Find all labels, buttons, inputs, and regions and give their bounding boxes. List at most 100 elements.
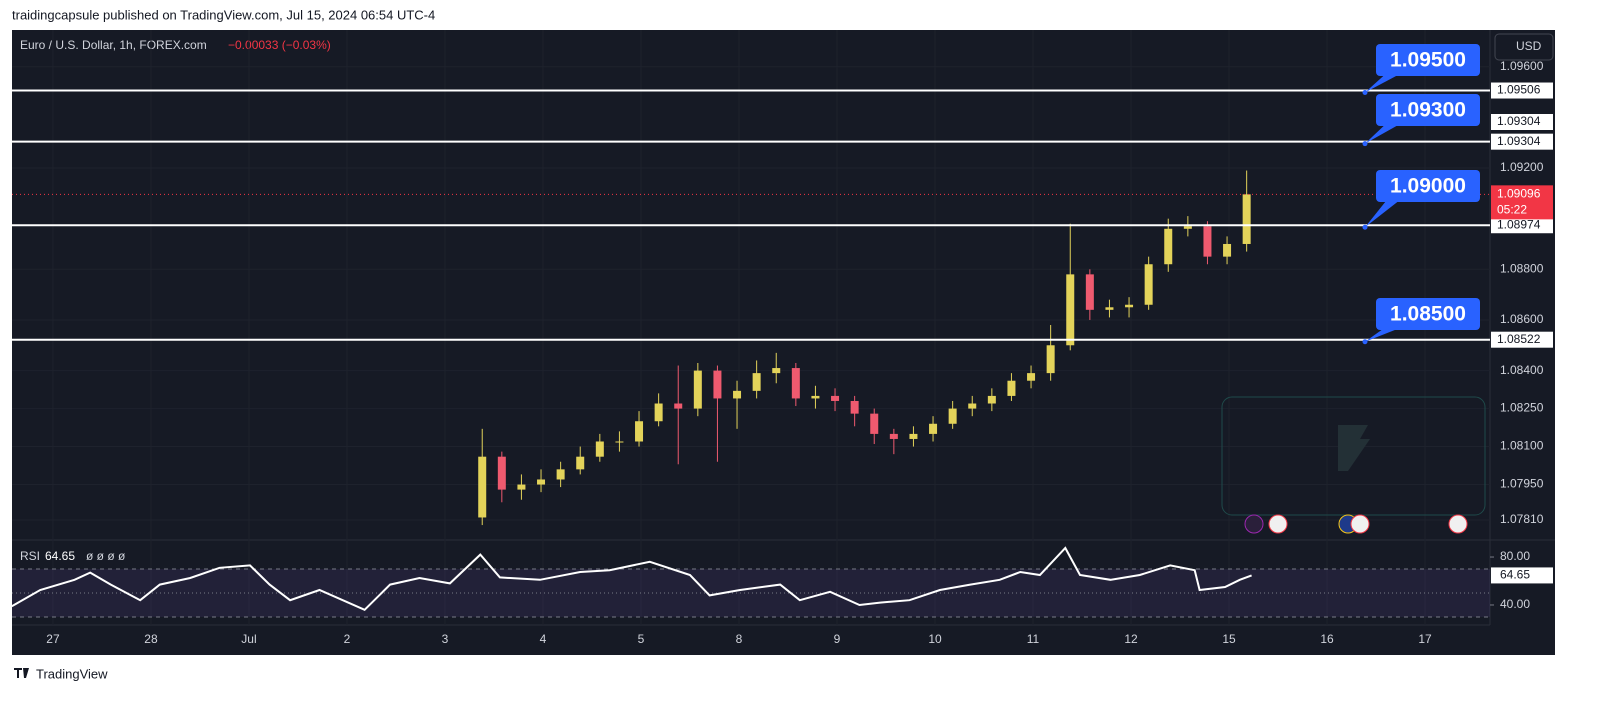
rsi-value-box [1491,567,1553,584]
candle-body [1027,373,1036,381]
candle-body [968,403,977,409]
rsi-tick-label: 40.00 [1500,597,1530,611]
candle-body [713,370,722,399]
event-icon[interactable] [1244,514,1264,534]
callout-box [1376,298,1480,330]
event-icon[interactable] [1448,514,1468,534]
y-tick-label: 1.07950 [1500,477,1544,491]
x-tick-label: 9 [834,632,841,646]
candle-body [1164,228,1173,265]
level-label: 1.09304 [1497,114,1541,128]
candle-body [595,441,604,457]
candle-body [537,479,546,485]
symbol-title: Euro / U.S. Dollar, 1h, FOREX.com [20,38,207,52]
rsi-band [12,569,1490,617]
candle-body [615,441,624,443]
x-tick-label: 8 [736,632,743,646]
watermark-logo [1338,425,1370,471]
candle-body [733,390,742,399]
candle-body [831,395,840,401]
level-label: 1.09506 [1497,83,1541,97]
rsi-tick-label: 80.00 [1500,549,1530,563]
candle-body [497,456,506,490]
y-tick-label: 1.08250 [1500,401,1544,415]
callout-box [1376,44,1480,76]
candle-body [1242,194,1251,244]
y-tick-label: 1.08400 [1500,363,1544,377]
y-tick-label: 1.08100 [1500,439,1544,453]
x-tick-label: 16 [1320,632,1334,646]
level-label-box [1491,82,1553,99]
currency-button[interactable] [1494,33,1554,61]
candle-body [929,423,938,434]
candle-body [1125,304,1134,308]
level-label-box [1491,217,1553,234]
rsi-last-value: 64.65 [1500,568,1530,582]
callout-box [1376,94,1480,126]
candle-body [752,373,761,391]
level-label: 1.08522 [1497,332,1541,346]
x-tick-label: 28 [144,632,158,646]
publish-line: traidingcapsule published on TradingView… [12,7,435,22]
callout-label: 1.09000 [1390,175,1466,198]
countdown: 05:22 [1497,203,1527,217]
callout-label: 1.09300 [1390,99,1466,122]
candle-body [1183,226,1192,229]
y-tick-label: 1.08600 [1500,312,1544,326]
level-label-box [1491,114,1553,130]
callout-box [1376,170,1480,202]
callout-dot [1362,224,1368,230]
event-icon[interactable] [1350,514,1370,534]
x-tick-label: 5 [638,632,645,646]
candle-body [1085,274,1094,310]
candle-body [1066,274,1075,346]
rsi-name: RSI [20,549,40,563]
callout-dot [1362,141,1368,147]
callout-pointer [1365,196,1400,228]
event-icon[interactable] [1268,514,1288,534]
candle-body [909,433,918,439]
candle-body [1144,264,1153,305]
candle-body [674,403,683,409]
level-label-box [1491,331,1553,348]
plot-layer [12,30,1490,625]
rsi-line [11,546,1252,611]
candle-body [1046,345,1055,374]
x-tick-label: 11 [1027,632,1040,646]
candle-body [478,456,487,518]
x-tick-label: 17 [1418,632,1432,646]
footer-brand: TradingView [36,666,108,681]
candle-body [772,368,781,374]
x-tick-label: 12 [1124,632,1138,646]
rsi-inputs: ø ø ø ø [86,549,126,563]
callout-label: 1.09500 [1390,49,1466,72]
y-tick-label: 1.09200 [1500,160,1544,174]
callout-dot [1362,90,1368,96]
candle-body [987,395,996,404]
y-tick-label: 1.09600 [1500,59,1544,73]
candle-body [1007,380,1016,396]
candle-body [517,484,526,490]
callout-label: 1.08500 [1390,303,1466,326]
candle-body [870,413,879,434]
candle-body [811,395,820,399]
x-tick-label: 10 [928,632,942,646]
level-label-box [1491,133,1553,150]
y-tick-label: 1.07810 [1500,512,1544,526]
candle-body [889,433,898,439]
x-tick-label: 4 [540,632,547,646]
candle-body [635,421,644,442]
candle-body [1223,243,1232,257]
candle-body [576,456,585,470]
candle-body [850,400,859,414]
x-tick-label: 15 [1222,632,1236,646]
x-tick-label: 2 [344,632,351,646]
price-change: −0.00033 (−0.03%) [228,38,331,52]
watermark-box [1221,396,1486,516]
candle-body [1105,307,1114,310]
x-tick-label: 3 [442,632,449,646]
callout-dot [1362,339,1368,345]
x-tick-label: 27 [46,632,60,646]
